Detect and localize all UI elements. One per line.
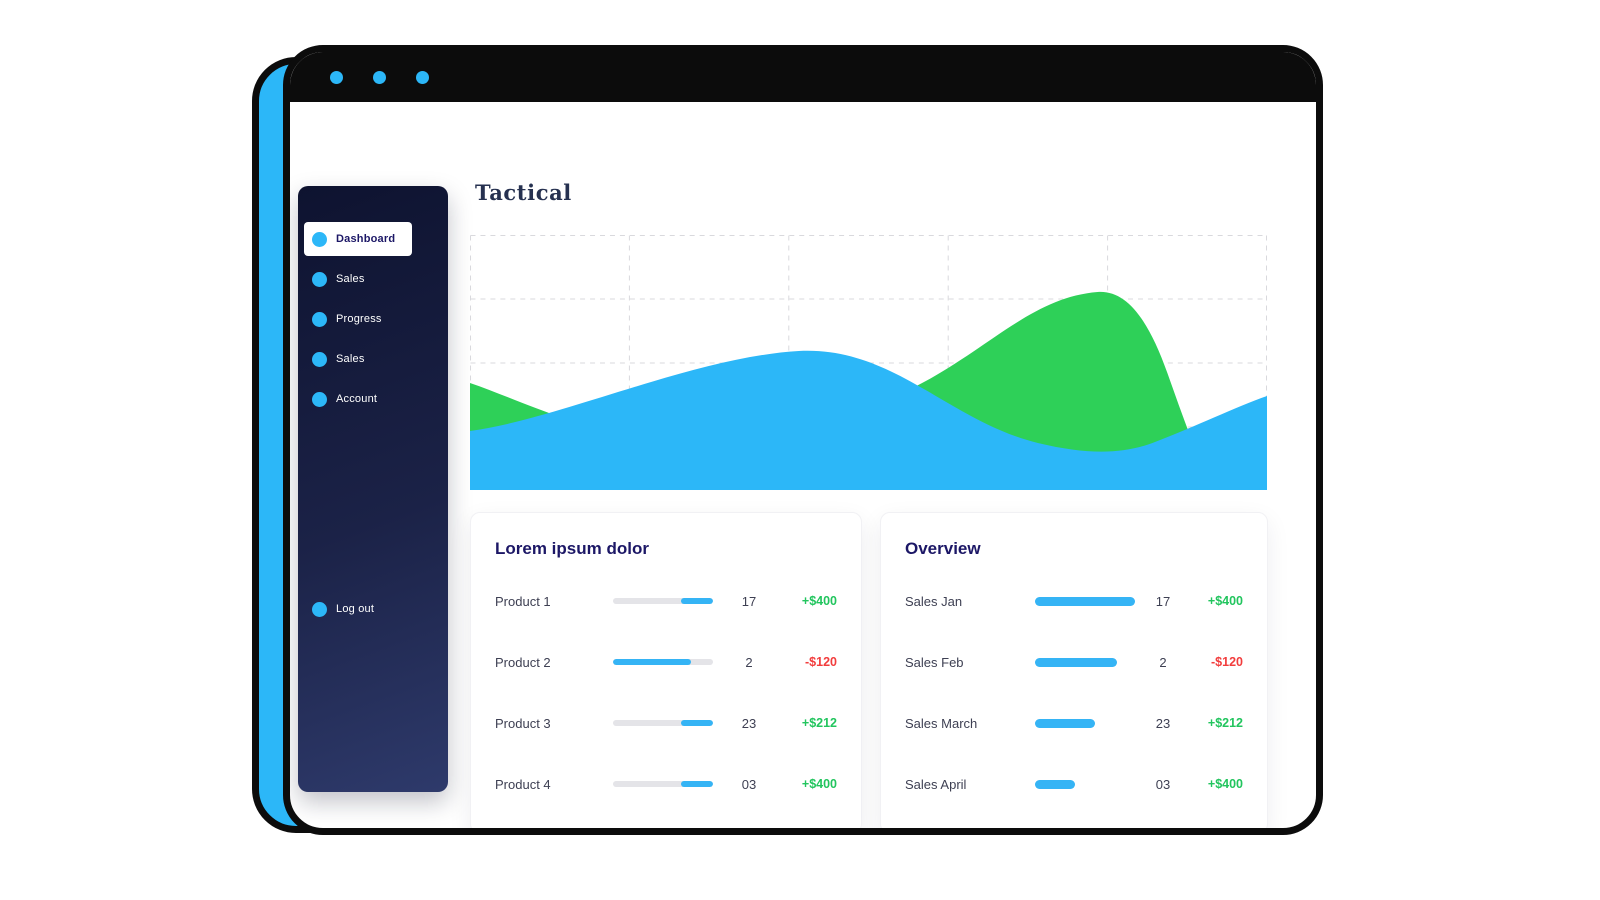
- row-value: 2: [745, 654, 753, 670]
- table-row: Sales Jan 17 +$400: [905, 589, 1243, 613]
- sidebar: Dashboard Sales Progress Sales Account: [298, 186, 448, 792]
- row-value: 23: [741, 715, 757, 731]
- sidebar-item-label: Log out: [336, 603, 375, 615]
- row-delta: -$120: [1211, 655, 1243, 669]
- sidebar-item-progress[interactable]: Progress: [304, 302, 442, 336]
- progress-bar: [613, 781, 713, 787]
- window-control-dot-1[interactable]: [330, 70, 343, 84]
- row-label: Sales Feb: [905, 654, 964, 670]
- blue-area-series: [470, 350, 1267, 490]
- row-label: Sales March: [905, 715, 978, 731]
- window-body: Tactical Dashboard Sales Progress Sale: [290, 102, 1316, 828]
- sales-bar: [1035, 596, 1135, 606]
- progress-bar: [613, 659, 713, 665]
- progress-dot-icon: [312, 311, 327, 327]
- progress-bar-fill: [681, 781, 713, 787]
- row-delta: +$212: [801, 716, 837, 730]
- sales-bar: [1035, 657, 1117, 667]
- table-row: Product 1 17 +$400: [495, 589, 837, 613]
- row-delta: +$400: [801, 594, 837, 608]
- table-row: Sales March 23 +$212: [905, 711, 1243, 735]
- row-label: Product 3: [495, 715, 551, 731]
- bar-container: [1035, 779, 1135, 789]
- table-row: Product 4 03 +$400: [495, 772, 837, 796]
- progress-bar: [613, 720, 713, 726]
- table-row: Sales Feb 2 -$120: [905, 650, 1243, 674]
- sidebar-item-label: Progress: [336, 313, 382, 325]
- sidebar-item-sales-2[interactable]: Sales: [304, 342, 442, 376]
- account-dot-icon: [312, 391, 327, 407]
- row-value: 23: [1155, 715, 1171, 731]
- sales-dot-icon: [312, 351, 327, 367]
- card-title: Lorem ipsum dolor: [495, 539, 649, 558]
- sidebar-item-logout[interactable]: Log out: [304, 592, 442, 626]
- row-delta: +$400: [1207, 594, 1243, 608]
- dashboard-dot-icon: [312, 231, 327, 247]
- table-row: Product 3 23 +$212: [495, 711, 837, 735]
- row-delta: +$400: [1207, 777, 1243, 791]
- row-value: 2: [1159, 654, 1167, 670]
- progress-bar-fill: [681, 598, 713, 604]
- row-delta: +$400: [801, 777, 837, 791]
- sidebar-item-label: Dashboard: [336, 233, 396, 245]
- sidebar-item-label: Sales: [336, 273, 365, 285]
- sales-dot-icon: [312, 271, 327, 287]
- window-control-dot-3[interactable]: [416, 70, 429, 84]
- row-delta: -$120: [805, 655, 837, 669]
- bar-container: [1035, 657, 1135, 667]
- page-title: Tactical: [475, 180, 572, 205]
- browser-window: Tactical Dashboard Sales Progress Sale: [283, 45, 1323, 835]
- logout-dot-icon: [312, 601, 327, 617]
- row-label: Product 2: [495, 654, 551, 670]
- card-title: Overview: [905, 539, 981, 558]
- progress-bar-fill: [613, 659, 691, 665]
- window-titlebar: [290, 52, 1316, 102]
- sidebar-item-sales[interactable]: Sales: [304, 262, 442, 296]
- area-chart-svg: [470, 235, 1267, 490]
- table-row: Product 2 2 -$120: [495, 650, 837, 674]
- overview-card: Overview Sales Jan 17 +$400 Sales Feb 2 …: [880, 512, 1268, 828]
- sales-bar: [1035, 779, 1075, 789]
- area-chart: [470, 235, 1267, 490]
- row-value: 03: [741, 776, 757, 792]
- sidebar-item-account[interactable]: Account: [304, 382, 442, 416]
- table-row: Sales April 03 +$400: [905, 772, 1243, 796]
- row-label: Sales April: [905, 776, 967, 792]
- row-label: Product 1: [495, 593, 551, 609]
- progress-bar: [613, 598, 713, 604]
- sales-bar: [1035, 718, 1095, 728]
- bar-container: [1035, 718, 1135, 728]
- row-value: 03: [1155, 776, 1171, 792]
- row-value: 17: [1155, 593, 1171, 609]
- bar-container: [1035, 596, 1135, 606]
- products-card: Lorem ipsum dolor Product 1 17 +$400 Pro…: [470, 512, 862, 828]
- row-value: 17: [741, 593, 757, 609]
- row-label: Product 4: [495, 776, 551, 792]
- sidebar-item-dashboard[interactable]: Dashboard: [304, 222, 412, 256]
- sidebar-item-label: Sales: [336, 353, 365, 365]
- sidebar-item-label: Account: [336, 393, 378, 405]
- window-control-dot-2[interactable]: [373, 70, 386, 84]
- progress-bar-fill: [681, 720, 713, 726]
- row-label: Sales Jan: [905, 593, 963, 609]
- row-delta: +$212: [1207, 716, 1243, 730]
